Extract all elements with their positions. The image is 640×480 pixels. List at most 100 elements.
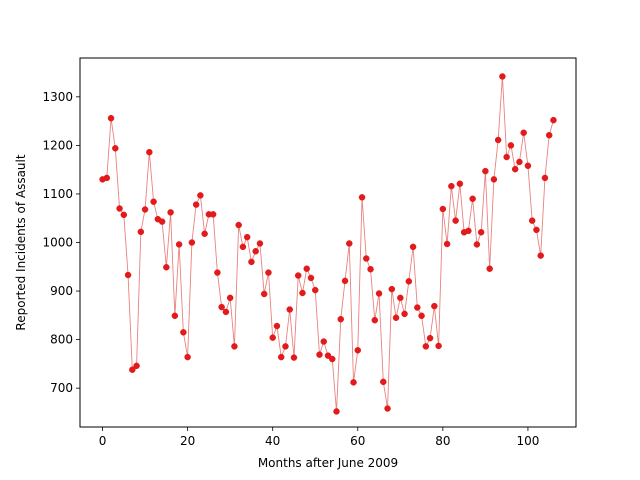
data-point xyxy=(456,180,464,187)
data-point xyxy=(226,294,234,302)
data-point xyxy=(550,116,557,124)
data-point xyxy=(252,247,259,255)
data-point xyxy=(439,205,447,213)
data-point xyxy=(320,338,327,345)
data-point xyxy=(465,227,472,235)
data-point xyxy=(380,378,387,386)
data-point xyxy=(256,240,264,247)
data-point xyxy=(371,316,379,324)
y-tick-label: 1000 xyxy=(42,236,73,250)
data-point xyxy=(528,217,536,224)
data-point xyxy=(363,255,370,262)
data-point xyxy=(503,153,510,161)
data-point xyxy=(422,343,430,350)
data-point xyxy=(392,314,400,322)
data-point xyxy=(367,265,374,273)
data-point xyxy=(329,355,336,363)
data-point xyxy=(235,221,242,229)
data-point xyxy=(333,408,340,415)
data-point xyxy=(346,240,353,247)
data-point xyxy=(184,353,191,361)
data-point xyxy=(401,310,408,318)
data-point xyxy=(452,217,459,224)
data-point xyxy=(171,312,179,320)
x-tick-label: 0 xyxy=(99,434,107,448)
y-tick-label: 1200 xyxy=(42,138,73,152)
data-point xyxy=(443,240,451,248)
data-point xyxy=(490,176,498,183)
data-point xyxy=(337,315,345,323)
x-tick-label: 80 xyxy=(435,434,450,448)
data-point xyxy=(507,142,515,149)
data-point xyxy=(435,342,442,350)
data-point xyxy=(209,211,217,218)
data-point xyxy=(469,195,476,203)
data-point xyxy=(448,182,455,190)
data-point xyxy=(201,230,208,238)
x-tick-label: 60 xyxy=(350,434,365,448)
data-point xyxy=(260,290,268,298)
data-point xyxy=(163,264,170,271)
data-point xyxy=(286,306,293,313)
data-point xyxy=(516,158,523,166)
data-point xyxy=(533,226,540,234)
data-point xyxy=(350,379,357,386)
data-point xyxy=(341,277,349,285)
data-point xyxy=(431,302,438,310)
data-point xyxy=(214,269,221,276)
data-point xyxy=(294,272,302,279)
data-point xyxy=(133,362,140,370)
data-point xyxy=(511,165,519,173)
data-point xyxy=(397,294,404,302)
data-point xyxy=(473,241,481,248)
data-point xyxy=(418,312,425,320)
data-point xyxy=(477,229,485,236)
data-point xyxy=(107,114,115,122)
data-point xyxy=(129,366,136,373)
data-point xyxy=(218,303,225,311)
data-point xyxy=(112,145,119,152)
data-point xyxy=(524,162,532,170)
y-axis-ticks: 700 800 900 1000 1100 1200 1300 xyxy=(42,90,80,395)
y-tick-label: 800 xyxy=(50,333,73,347)
data-point xyxy=(231,343,238,350)
data-point xyxy=(324,352,332,359)
data-point xyxy=(375,290,383,297)
data-point xyxy=(124,271,132,279)
x-tick-label: 100 xyxy=(516,434,539,448)
data-point xyxy=(384,405,391,412)
data-point xyxy=(520,129,527,137)
data-point xyxy=(290,354,298,361)
y-tick-label: 700 xyxy=(50,381,73,395)
y-tick-label: 1300 xyxy=(42,90,73,104)
data-point xyxy=(303,265,310,272)
data-point xyxy=(277,353,285,361)
data-point xyxy=(545,131,553,139)
data-point xyxy=(537,252,544,259)
y-tick-label: 900 xyxy=(50,284,73,298)
data-point xyxy=(307,274,315,282)
data-point xyxy=(180,329,187,336)
data-point xyxy=(299,289,306,297)
data-point xyxy=(188,239,196,246)
data-point xyxy=(158,218,166,225)
data-point xyxy=(150,198,157,205)
data-point xyxy=(167,209,174,216)
data-point xyxy=(116,205,123,212)
data-point xyxy=(499,73,506,80)
data-point xyxy=(494,136,502,144)
data-point xyxy=(414,304,421,311)
data-point xyxy=(282,343,289,350)
data-point xyxy=(273,322,281,330)
data-point xyxy=(248,258,255,266)
data-point xyxy=(175,241,183,248)
data-point xyxy=(354,347,362,354)
data-point xyxy=(311,286,319,294)
data-point xyxy=(486,265,493,272)
data-point xyxy=(243,233,251,241)
data-point xyxy=(482,167,489,175)
y-tick-label: 1100 xyxy=(42,187,73,201)
x-tick-label: 20 xyxy=(180,434,195,448)
